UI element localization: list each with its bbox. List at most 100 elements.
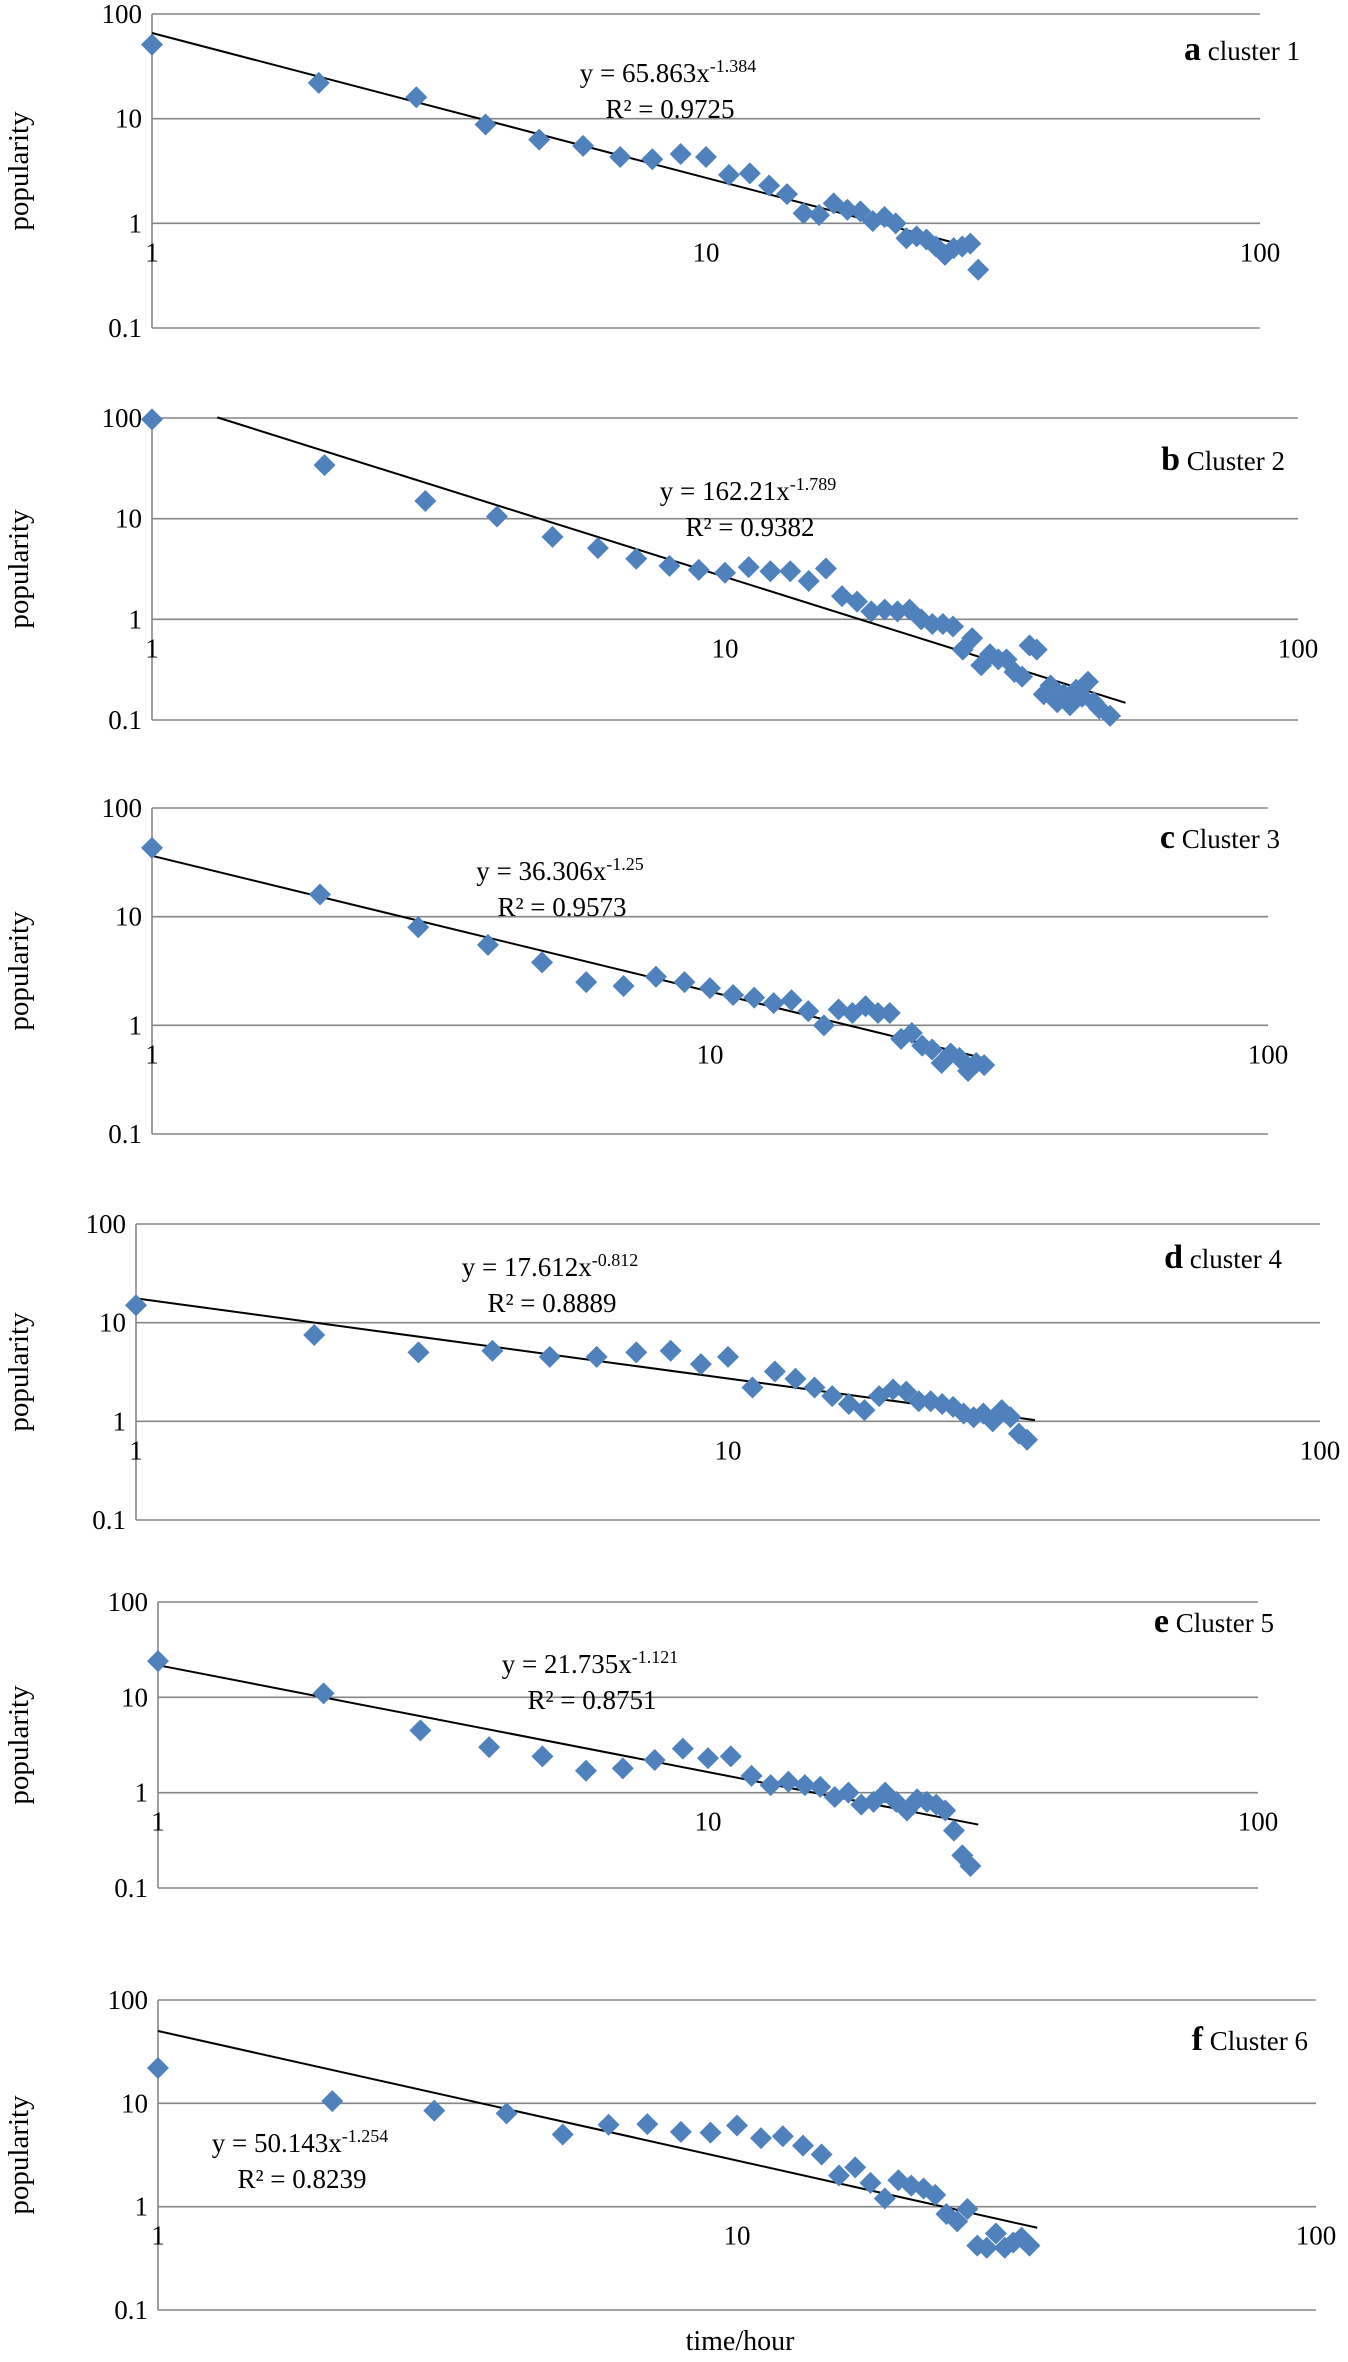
y-tick-label: 1 [129,604,143,634]
panels-group: 0.1 1 10 100 1 10 100 popularity y = 65.863x-1.3… [3,0,1340,2325]
data-point [999,1406,1022,1429]
data-point [495,2102,518,2125]
y-axis-label: popularity [3,509,35,629]
panel-label: b Cluster 2 [1161,441,1285,478]
data-point [687,558,710,581]
data-point [303,1323,326,1346]
data-point [612,975,635,998]
data-point [572,134,595,157]
data-point [853,1399,876,1422]
trendline [151,854,985,1060]
panel-label: e Cluster 5 [1154,1603,1274,1640]
x-tick-label: 100 [1248,1039,1289,1069]
data-point [407,1341,430,1364]
data-point [636,2113,659,2136]
y-tick-label: 100 [102,403,143,433]
data-point [625,1341,648,1364]
y-tick-label: 10 [121,2088,148,2118]
data-point [313,454,336,477]
data-point [476,933,499,956]
data-point [803,1376,826,1399]
data-point [779,560,802,583]
x-tick-label: 1 [129,1435,143,1465]
data-point [538,1345,561,1368]
x-tick-label: 1 [151,2221,165,2251]
data-point [860,600,883,623]
x-tick-label: 1 [151,1807,165,1837]
data-point [1011,665,1034,688]
panel-label: a cluster 1 [1184,31,1300,68]
x-tick-label: 100 [1296,2221,1337,2251]
x-tick-label: 1 [145,237,159,267]
panel-label: d cluster 4 [1164,1239,1282,1276]
data-point [837,1781,860,1804]
data-point [741,1376,764,1399]
chart-panel-c: 0.1 1 10 100 1 10 100 popularity y = 36.306x-1.2… [3,793,1288,1149]
data-point [791,2134,814,2157]
data-point [574,1759,597,1782]
x-tick-label: 100 [1240,237,1281,267]
data-point [541,525,564,548]
data-point [959,232,982,255]
data-point [1016,1428,1039,1451]
y-tick-label: 0.1 [108,705,142,735]
data-point [1076,670,1099,693]
data-point [1025,638,1048,661]
chart-panel-a: 0.1 1 10 100 1 10 100 popularity y = 65.863x-1.3… [3,0,1300,343]
y-tick-label: 100 [86,1209,127,1239]
y-tick-label: 10 [115,104,142,134]
data-point [797,570,820,593]
y-axis-label: popularity [3,111,35,231]
data-point [551,2123,574,2146]
y-tick-label: 0.1 [92,1505,126,1535]
data-point [882,1378,905,1401]
data-point [575,971,598,994]
x-tick-label: 10 [693,237,720,267]
data-point [967,258,990,281]
y-tick-label: 10 [99,1308,126,1338]
data-point [797,1000,820,1023]
x-tick-label: 100 [1300,1435,1341,1465]
data-point [777,1770,800,1793]
trendline-equation: y = 50.143x-1.254 [212,2126,388,2158]
data-point [658,554,681,577]
data-point [147,1650,169,1673]
data-point [784,1367,807,1390]
y-tick-label: 1 [113,1406,127,1436]
data-point [717,1345,739,1368]
data-point [849,200,872,223]
r-squared-label: R² = 0.9573 [497,892,626,922]
y-tick-label: 100 [102,793,143,823]
data-point [611,1757,634,1780]
data-point [792,202,815,225]
data-point [921,1038,944,1061]
r-squared-label: R² = 0.8239 [237,2164,366,2194]
data-point [528,128,551,151]
r-squared-label: R² = 0.9382 [685,512,814,542]
data-point [1099,704,1122,727]
data-point [836,198,859,221]
data-point [531,951,554,974]
y-tick-label: 10 [121,1682,148,1712]
data-point [625,547,648,570]
data-point [961,627,984,650]
y-axis-label: popularity [3,1685,35,1805]
r-squared-label: R² = 0.8889 [487,1288,616,1318]
x-tick-label: 1 [145,633,159,663]
data-point [809,1775,832,1798]
y-tick-label: 1 [135,1778,149,1808]
trendline-equation: y = 17.612x-0.812 [462,1250,638,1282]
data-point [689,1353,712,1376]
data-point [1018,2234,1041,2257]
y-axis-label: popularity [3,2095,35,2215]
data-point [846,590,869,613]
y-axis-label: popularity [3,1312,35,1432]
x-tick-label: 10 [724,2221,751,2251]
data-point [984,2222,1007,2245]
data-point [738,162,761,185]
data-point [934,1799,957,1822]
panel-label: c Cluster 3 [1160,819,1280,856]
y-tick-label: 0.1 [108,313,142,343]
data-point [719,1745,742,1768]
